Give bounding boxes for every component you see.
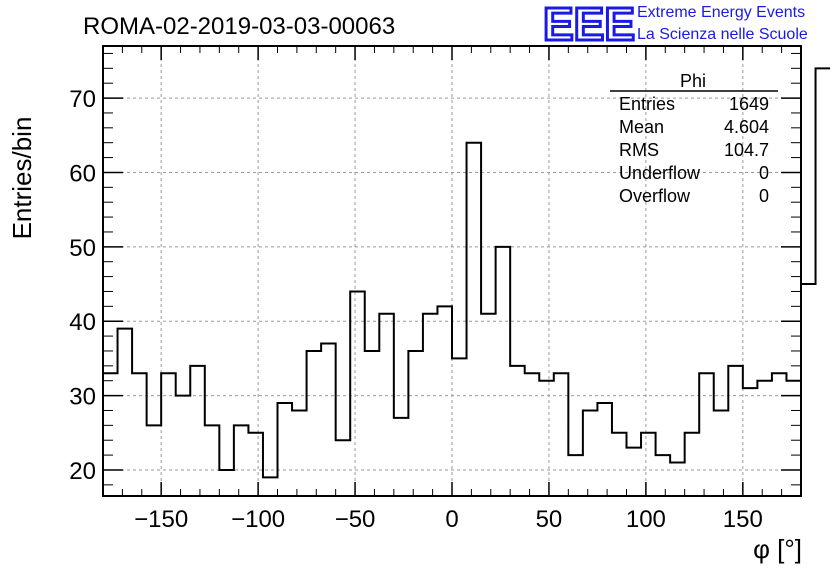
x-tick-label: −100 [231,506,285,533]
logo-line-1: Extreme Energy Events [637,4,805,21]
y-tick-label: 40 [69,309,96,336]
y-tick-labels: 20 30 40 50 60 70 [69,86,96,485]
stats-value: 0 [759,163,769,183]
x-tick-label: 50 [536,506,563,533]
x-tick-labels: −150 −100 −50 0 50 100 150 [134,506,763,533]
x-axis-title: φ [°] [753,534,802,564]
y-tick-label: 70 [69,86,96,113]
grid-lines [103,46,801,496]
logo-line-2: La Scienza nelle Scuole [637,26,808,43]
stats-value: 104.7 [724,140,769,160]
stats-label: RMS [619,140,659,160]
x-tick-label: 150 [723,506,763,533]
x-tick-label: 100 [626,506,666,533]
plot-frame [102,45,802,497]
stats-title: Phi [680,71,706,91]
stats-box: Phi Entries 1649 Mean 4.604 RMS 104.7 Underflo… [610,71,778,206]
eee-logo: EEE Extreme Energy Events La Scienza nel… [542,0,808,52]
stats-value: 0 [759,186,769,206]
x-tick-label: −150 [134,506,188,533]
axis-ticks [103,46,801,496]
x-tick-label: −50 [335,506,376,533]
stats-value: 4.604 [724,117,769,137]
y-tick-label: 60 [69,160,96,187]
stats-value: 1649 [729,94,769,114]
stats-label: Underflow [619,163,701,183]
chart-title: ROMA-02-2019-03-03-00063 [83,13,395,40]
logo-text: EEE [543,0,635,50]
y-tick-label: 20 [69,458,96,485]
x-tick-label: 0 [445,506,458,533]
histogram-steps [103,67,831,479]
stats-label: Mean [619,117,664,137]
stats-rows: Entries 1649 Mean 4.604 RMS 104.7 Underflow 0 Ov… [619,94,769,206]
y-tick-label: 50 [69,235,96,262]
y-axis-title: Entries/bin [7,117,37,240]
stats-label: Overflow [619,186,691,206]
y-tick-label: 30 [69,384,96,411]
stats-label: Entries [619,94,675,114]
